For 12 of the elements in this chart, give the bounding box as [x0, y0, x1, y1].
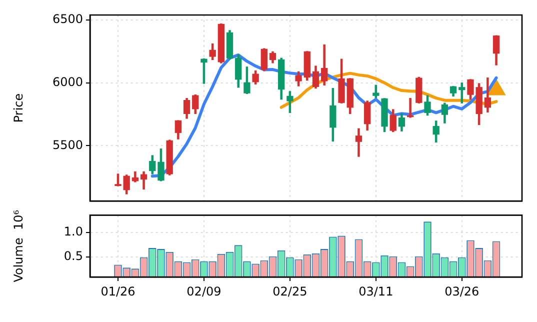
x-tick-label: 02/09 — [186, 284, 222, 298]
y-tick-label: 1.0 — [64, 224, 83, 238]
y-tick-label: 0.5 — [64, 249, 83, 264]
y-tick-label: 6500 — [52, 12, 83, 26]
y-axis-title: Volume 10⁶ — [11, 210, 26, 282]
x-tick-label: 03/11 — [358, 284, 394, 298]
x-tick-label: 03/26 — [444, 284, 480, 298]
x-tick-label: 02/25 — [272, 284, 308, 298]
y-tick-label: 6000 — [52, 74, 83, 89]
y-tick-label: 5500 — [52, 138, 83, 152]
x-tick-label: 01/26 — [100, 284, 136, 298]
y-axis-title: Price — [11, 93, 26, 123]
